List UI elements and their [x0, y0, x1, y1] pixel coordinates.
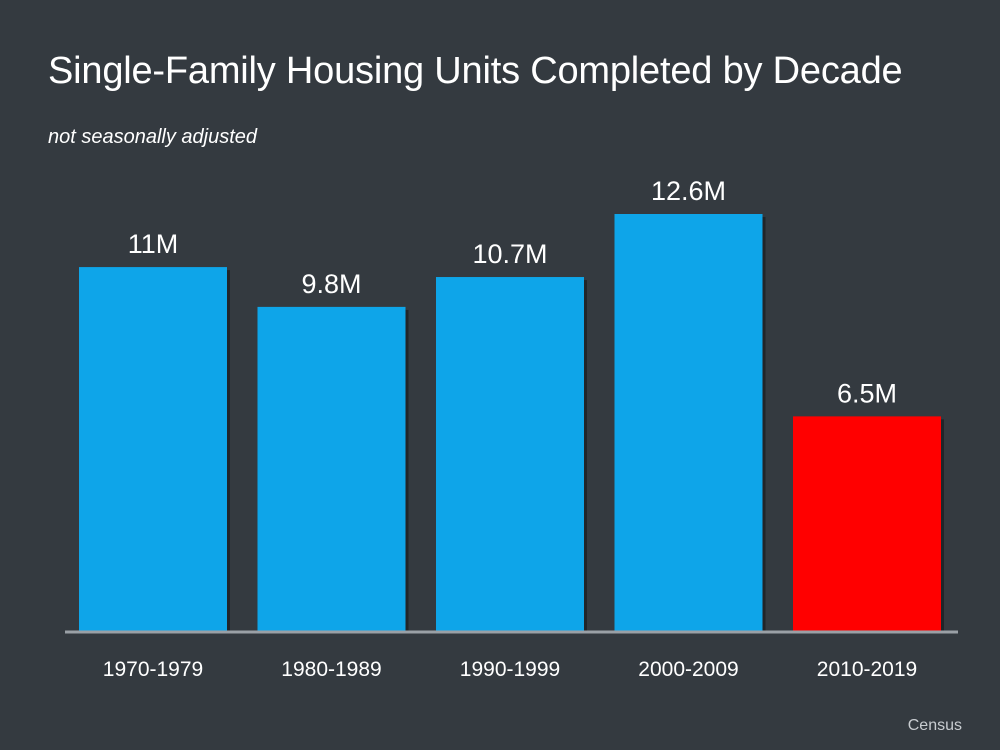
- bar-1970-1979: [79, 267, 227, 632]
- data-label: 6.5M: [837, 378, 897, 408]
- source-note: Census: [907, 717, 962, 734]
- bars-layer: [79, 214, 944, 632]
- x-tick-label: 1990-1999: [460, 658, 560, 681]
- bar-1980-1989: [257, 306, 406, 632]
- data-label: 11M: [128, 229, 179, 259]
- data-label: 12.6M: [651, 176, 726, 206]
- data-label: 9.8M: [301, 269, 361, 299]
- x-tick-label: 2010-2019: [817, 658, 917, 681]
- chart-title: Single-Family Housing Units Completed by…: [48, 50, 903, 92]
- chart-subtitle: not seasonally adjusted: [48, 126, 258, 148]
- x-tick-label: 2000-2009: [638, 658, 738, 681]
- bar-1990-1999: [436, 277, 584, 632]
- labels-layer: 11M 1970-1979 9.8M 1980-1989 10.7M 1990-1999 1…: [103, 176, 917, 681]
- x-tick-label: 1980-1989: [281, 658, 381, 681]
- bar-2010-2019: [793, 416, 941, 632]
- bar-2000-2009: [614, 214, 763, 632]
- data-label: 10.7M: [472, 239, 547, 269]
- x-tick-label: 1970-1979: [103, 658, 203, 681]
